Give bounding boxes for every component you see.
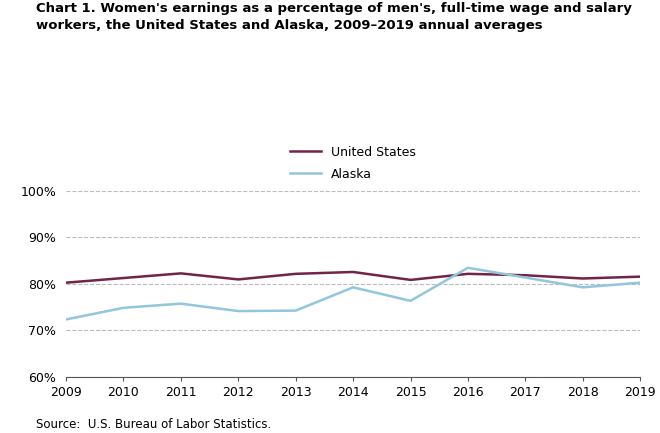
United States [119, 275, 127, 281]
Text: Source:  U.S. Bureau of Labor Statistics.: Source: U.S. Bureau of Labor Statistics. [36, 418, 271, 431]
Alaska [521, 275, 529, 280]
Alaska [62, 317, 70, 322]
Alaska [407, 298, 414, 304]
Line: Alaska: Alaska [66, 268, 640, 320]
United States [177, 271, 185, 276]
Alaska [234, 308, 242, 313]
Alaska [349, 285, 357, 290]
United States [62, 280, 70, 285]
Alaska [579, 285, 587, 290]
United States [636, 274, 644, 279]
Text: Chart 1. Women's earnings as a percentage of men's, full-time wage and salary
wo: Chart 1. Women's earnings as a percentag… [36, 2, 632, 32]
Line: United States: United States [66, 272, 640, 283]
Legend: United States, Alaska: United States, Alaska [290, 146, 416, 181]
Alaska [292, 308, 300, 313]
United States [464, 271, 472, 276]
United States [234, 277, 242, 282]
Alaska [464, 265, 472, 270]
Alaska [636, 280, 644, 285]
Alaska [119, 305, 127, 310]
United States [407, 277, 414, 282]
United States [579, 276, 587, 281]
United States [292, 271, 300, 276]
Alaska [177, 301, 185, 306]
United States [521, 273, 529, 278]
United States [349, 269, 357, 275]
